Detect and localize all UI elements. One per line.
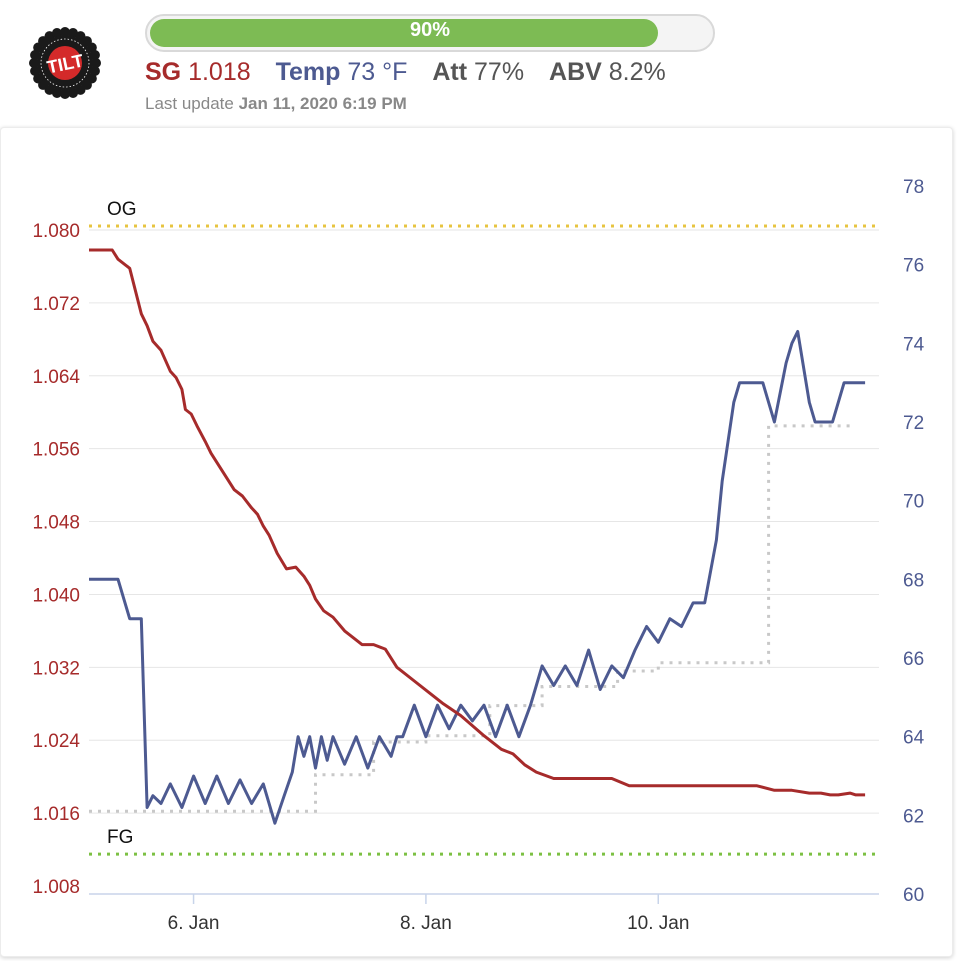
logo-gear-tooth [60, 27, 70, 37]
fermentation-chart[interactable]: 1.080 1.072 1.064 1.056 1.048 1.040 1.032 1.024… [1, 128, 952, 956]
y-right-tick-label: 62 [903, 806, 924, 827]
x-tick-label: 10. Jan [627, 913, 689, 934]
y-right-tick-label: 72 [903, 413, 924, 434]
progress-fill [150, 19, 658, 47]
y-left-tick-label: 1.008 [32, 877, 80, 898]
y-left-tick-label: 1.032 [32, 658, 80, 679]
y-left-tick-label: 1.048 [32, 513, 80, 534]
y-right-tick-label: 74 [903, 334, 925, 355]
logo-gear-tooth [60, 89, 70, 99]
logo-center [48, 46, 82, 80]
x-tick-label: 6. Jan [168, 913, 220, 934]
fermentation-progress-bar: 90% [145, 14, 715, 52]
y-right-tick-label: 78 [903, 177, 924, 198]
temp-series-line [89, 330, 866, 825]
progress-label: 90% [409, 19, 451, 41]
stats-row: SG 1.018 Temp 73 °F Att 77% ABV 8.2% [145, 58, 684, 87]
stat-abv-key: ABV [549, 58, 602, 86]
y-right-tick-label: 66 [903, 649, 924, 670]
stat-att-key: Att [432, 58, 468, 86]
y-right-tick-label: 64 [903, 728, 925, 749]
last-update-label: Last update [145, 94, 234, 113]
stat-abv-value: 8.2% [608, 58, 666, 86]
header: TILT 90% SG 1.018 Temp 73 °F Att 77% ABV… [0, 0, 962, 120]
y-right-tick-label: 60 [903, 885, 924, 906]
y-right-tick-label: 70 [903, 492, 924, 513]
chart-card: 1.080 1.072 1.064 1.056 1.048 1.040 1.032 1.024… [0, 127, 953, 957]
y-left-tick-label: 1.040 [32, 585, 80, 606]
stat-sg-value: 1.018 [188, 58, 251, 86]
y-left-tick-label: 1.064 [32, 367, 80, 388]
stat-att: Att 77% [432, 58, 531, 86]
stat-temp-value: 73 °F [347, 58, 408, 86]
last-update: Last update Jan 11, 2020 6:19 PM [145, 94, 407, 114]
y-left-tick-label: 1.072 [32, 294, 80, 315]
logo-gear-tooth [29, 58, 39, 68]
y-left-tick-label: 1.016 [32, 804, 80, 825]
logo-gear-tooth [91, 58, 101, 68]
y-left-tick-label: 1.024 [32, 731, 80, 752]
stat-temp-key: Temp [275, 58, 341, 86]
last-update-value: Jan 11, 2020 6:19 PM [238, 94, 407, 113]
sg-series-line [89, 248, 866, 797]
stat-sg: SG 1.018 [145, 58, 258, 86]
y-right-tick-label: 76 [903, 256, 924, 277]
reference-label-fg: FG [107, 827, 133, 848]
stat-sg-key: SG [145, 58, 182, 86]
stat-att-value: 77% [474, 58, 525, 86]
x-tick-label: 8. Jan [400, 913, 452, 934]
y-left-tick-label: 1.080 [32, 221, 80, 242]
stat-abv: ABV 8.2% [549, 58, 666, 86]
y-left-tick-label: 1.056 [32, 440, 80, 461]
reference-label-og: OG [107, 199, 137, 220]
y-right-tick-label: 68 [903, 570, 924, 591]
gravity-step-line [89, 424, 850, 813]
tilt-logo: TILT [29, 27, 101, 99]
stat-temp: Temp 73 °F [276, 58, 415, 86]
